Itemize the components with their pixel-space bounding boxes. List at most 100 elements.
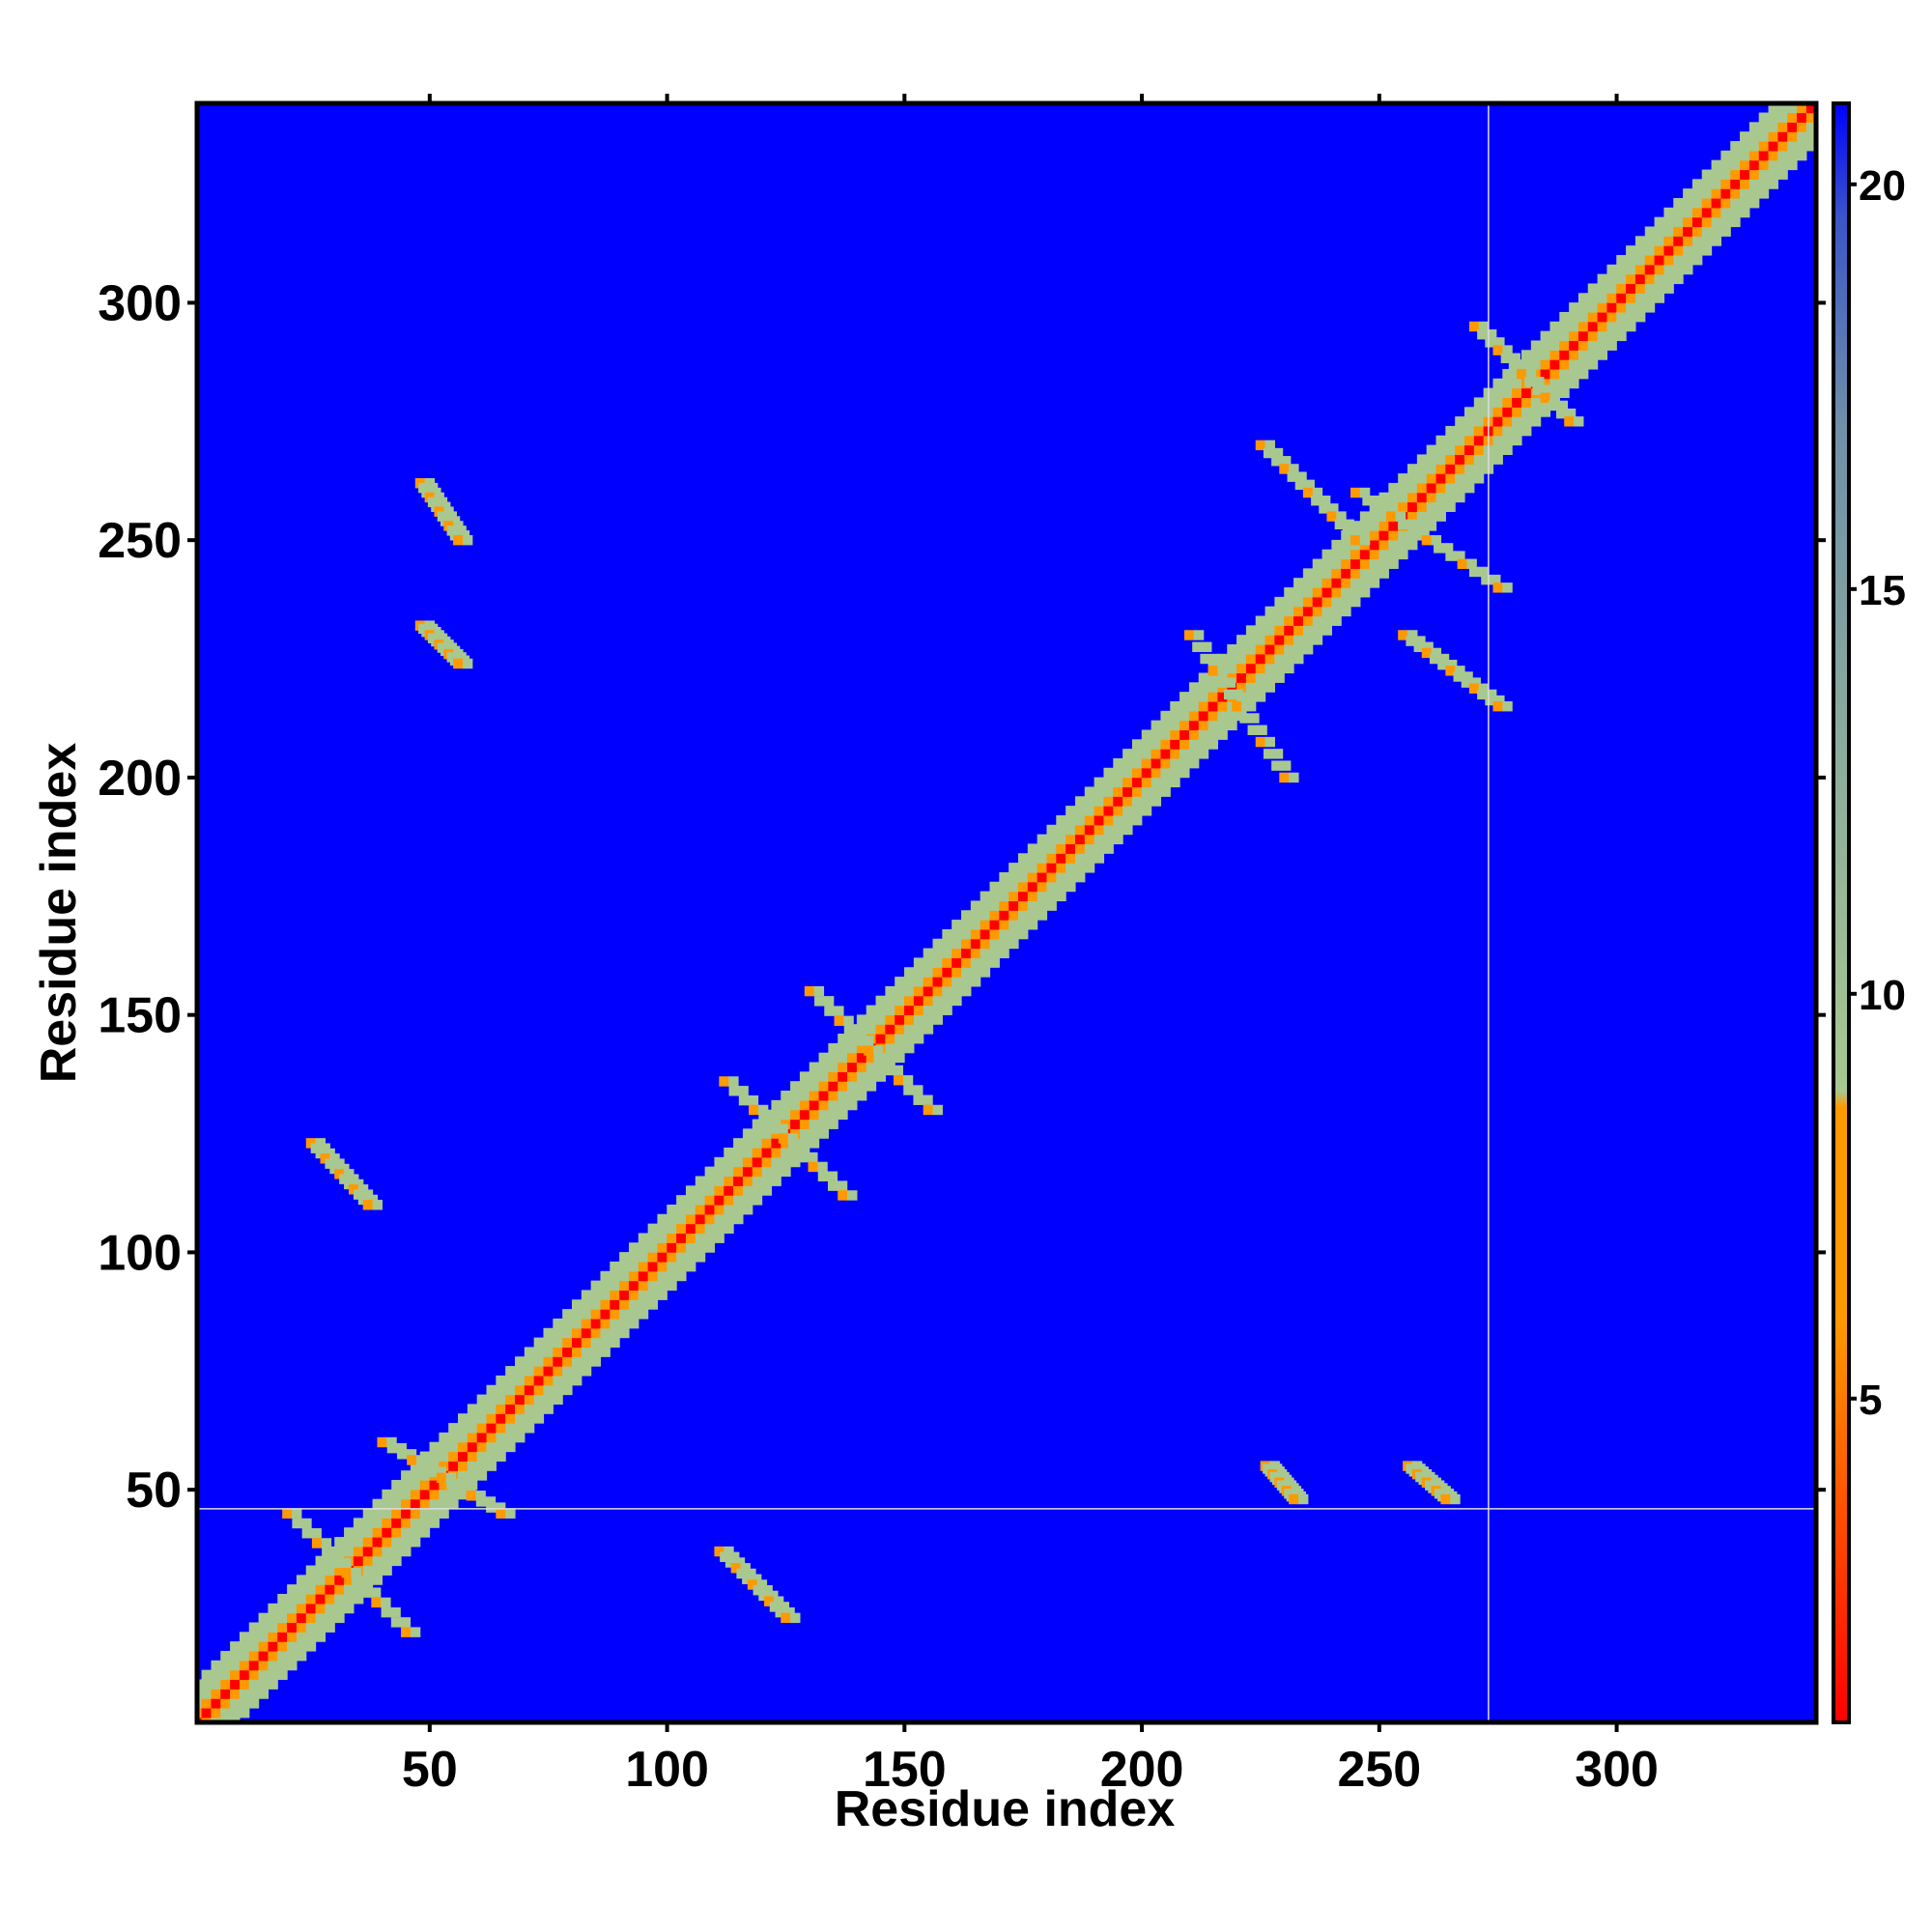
heatmap-cell (1257, 724, 1267, 735)
heatmap-cell (1644, 254, 1656, 266)
heatmap-cell (201, 1717, 213, 1722)
heatmap-cell (1730, 188, 1741, 199)
heatmap-cell (610, 1309, 620, 1320)
heatmap-cell (1341, 539, 1351, 551)
heatmap-cell (1663, 236, 1674, 246)
heatmap-cell (1720, 197, 1731, 209)
colorbar (1832, 101, 1851, 1724)
heatmap-cell (533, 1413, 545, 1424)
heatmap-cell (1606, 293, 1617, 303)
heatmap-cell (1188, 720, 1200, 731)
heatmap-cell (320, 1153, 330, 1164)
heatmap-cell (837, 1180, 848, 1191)
heatmap-cell (1122, 777, 1133, 788)
heatmap-cell (883, 1065, 895, 1076)
heatmap-cell (197, 1707, 203, 1719)
heatmap-cell (496, 1384, 506, 1396)
heatmap-cell (1311, 496, 1321, 506)
heatmap-cell (628, 1299, 639, 1310)
heatmap-cell (752, 1185, 763, 1196)
heatmap-cell (1302, 596, 1314, 608)
heatmap-cell (1302, 487, 1314, 498)
heatmap-cell (553, 1394, 563, 1405)
heatmap-cell (448, 1489, 459, 1500)
heatmap-cell (372, 1518, 383, 1528)
heatmap-cell (942, 995, 952, 1007)
heatmap-cell (1777, 112, 1788, 123)
heatmap-cell (704, 1195, 716, 1206)
heatmap-cell (1359, 511, 1371, 522)
heatmap-cell (562, 1356, 573, 1367)
heatmap-cell (847, 1052, 858, 1064)
heatmap-cell (638, 1242, 649, 1253)
heatmap-cell (695, 1252, 706, 1263)
heatmap-cell (676, 1252, 687, 1263)
heatmap-cell (1103, 814, 1114, 826)
heatmap-cell (220, 1707, 231, 1719)
heatmap-cell (1473, 444, 1485, 456)
heatmap-cell (524, 1356, 535, 1367)
heatmap-cell (1435, 435, 1446, 446)
heatmap-cell (961, 967, 972, 978)
heatmap-cell (1274, 606, 1285, 617)
heatmap-cell (1227, 644, 1237, 655)
heatmap-cell (1419, 526, 1430, 538)
heatmap-cell (401, 1546, 412, 1557)
heatmap-cell (211, 1717, 221, 1722)
heatmap-cell (1208, 692, 1219, 702)
heatmap-cell (1711, 179, 1722, 189)
heatmap-cell (543, 1347, 554, 1357)
heatmap-cell (1217, 700, 1228, 712)
heatmap-cell (401, 1527, 412, 1538)
heatmap-cell (761, 1128, 773, 1139)
heatmap-cell (351, 1567, 361, 1578)
heatmap-cell (1293, 596, 1304, 608)
heatmap-cell (1255, 682, 1266, 693)
heatmap-cell (277, 1660, 288, 1671)
heatmap-cell (1683, 236, 1693, 246)
heatmap-cell (1274, 672, 1285, 683)
heatmap-cell (401, 1518, 412, 1528)
heatmap-cell (1492, 387, 1503, 399)
heatmap-cell (1740, 150, 1750, 161)
heatmap-cell (1512, 416, 1522, 427)
heatmap-cell (305, 1622, 317, 1633)
heatmap-cell (1287, 471, 1297, 482)
heatmap-cell (1113, 777, 1123, 788)
colorbar-tick-label: 10 (1859, 972, 1906, 1019)
heatmap-cell (730, 1563, 742, 1574)
heatmap-cell (220, 1669, 231, 1681)
heatmap-cell (1074, 843, 1086, 854)
heatmap-cell (258, 1622, 270, 1633)
heatmap-cell (1341, 558, 1351, 569)
heatmap-cell (1293, 625, 1304, 636)
heatmap-cell (581, 1299, 592, 1310)
heatmap-cell (296, 1632, 307, 1642)
heatmap-cell (1188, 700, 1200, 712)
heatmap-cell (1188, 682, 1200, 693)
heatmap-cell (1644, 273, 1656, 285)
heatmap-cell (1797, 141, 1807, 152)
heatmap-cell (268, 1650, 278, 1662)
heatmap-cell (1634, 254, 1646, 266)
heatmap-cell (838, 1062, 848, 1072)
heatmap-cell (1245, 663, 1257, 674)
heatmap-cell (1407, 519, 1418, 530)
heatmap-cell (1388, 482, 1399, 494)
heatmap-cell (467, 1441, 478, 1453)
heatmap-cell (834, 1006, 844, 1016)
heatmap-cell (362, 1508, 374, 1519)
heatmap-cell (827, 1171, 838, 1181)
heatmap-cell (268, 1660, 278, 1671)
heatmap-cell (1740, 179, 1750, 189)
heatmap-cell (1446, 659, 1458, 670)
heatmap-cell (790, 1612, 801, 1624)
heatmap-cell (505, 1413, 516, 1424)
heatmap-cell (913, 985, 924, 997)
plot-frame (194, 100, 1819, 1725)
heatmap-cell (885, 1034, 895, 1044)
heatmap-cell (980, 938, 991, 950)
heatmap-cell (685, 1204, 696, 1215)
heatmap-cell (230, 1717, 241, 1722)
heatmap-cell (1616, 273, 1627, 285)
